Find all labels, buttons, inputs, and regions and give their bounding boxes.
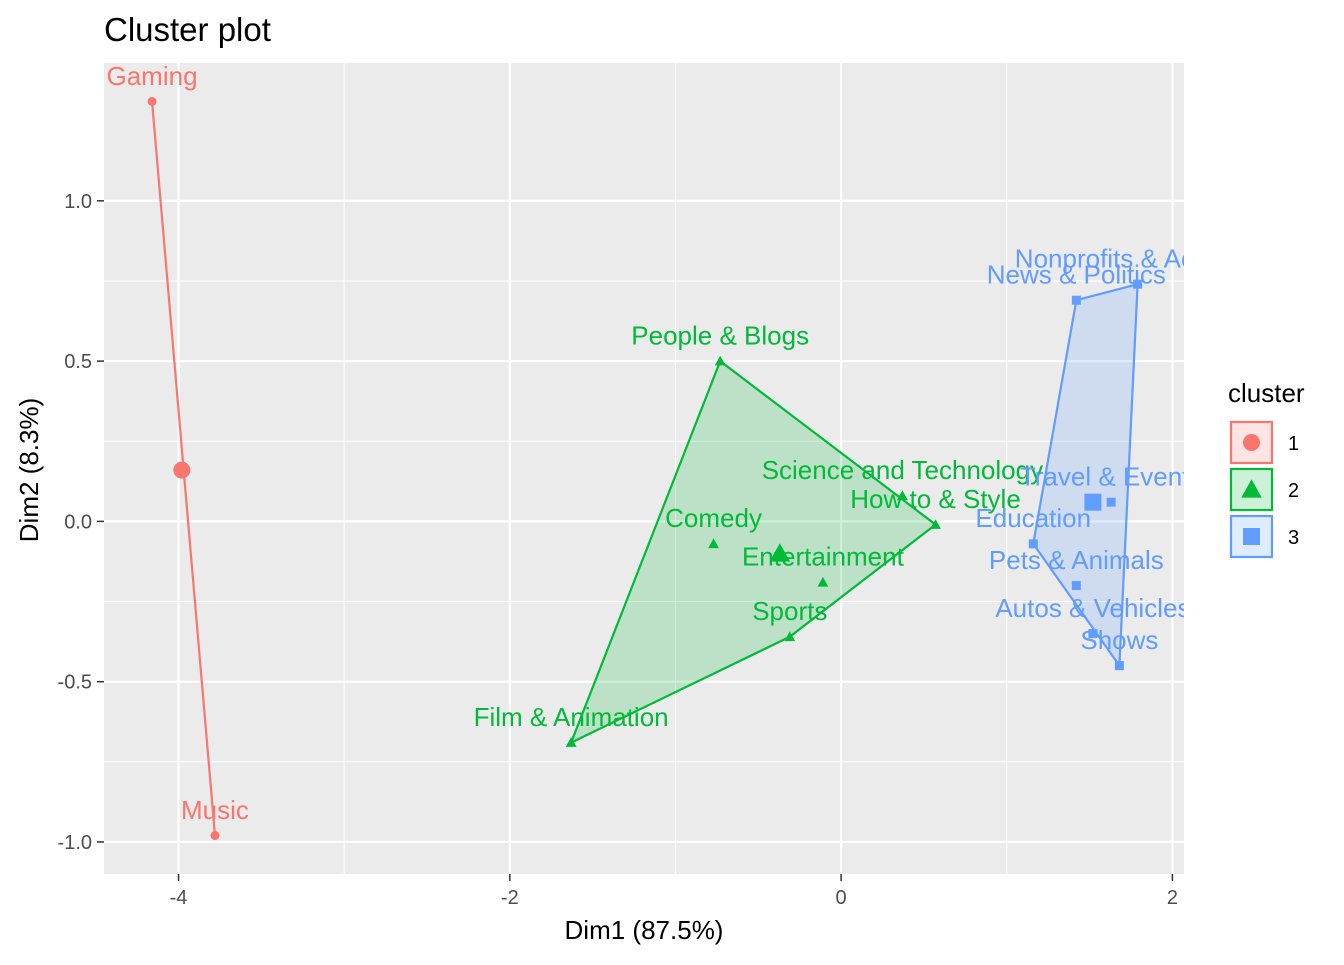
legend-title: cluster xyxy=(1228,378,1305,408)
point-label: Sports xyxy=(752,596,827,626)
cluster-centroid xyxy=(173,461,191,479)
legend-key-2 xyxy=(1229,467,1274,512)
data-point xyxy=(1114,661,1124,671)
data-point xyxy=(1088,629,1098,639)
point-label: Film & Animation xyxy=(474,702,669,732)
data-point xyxy=(1071,295,1081,305)
data-point xyxy=(565,737,577,747)
legend-key-symbol xyxy=(1243,528,1260,545)
point-label: Autos & Vehicles xyxy=(995,593,1190,623)
cluster-1: Gaming Music xyxy=(107,61,249,841)
y-tick-label: 0.0 xyxy=(64,511,92,533)
point-label: People & Blogs xyxy=(631,320,809,350)
data-point xyxy=(784,631,796,642)
point-label: Entertainment xyxy=(742,542,905,572)
y-axis: -1.0 -0.5 0.0 0.5 1.0 xyxy=(58,191,104,854)
data-point xyxy=(1133,279,1143,289)
minor-grid xyxy=(104,63,1184,874)
y-tick-label: -0.5 xyxy=(58,672,92,694)
cluster-2: People & Blogs Science and TechnologyHow … xyxy=(474,320,1043,747)
y-axis-title: Dim2 (8.3%) xyxy=(14,398,44,542)
point-label: Science and Technology xyxy=(762,455,1043,485)
data-point xyxy=(1071,581,1081,591)
legend-label: 3 xyxy=(1288,527,1299,549)
data-point xyxy=(708,538,719,549)
point-label: Nonprofits & Activism xyxy=(1015,244,1261,274)
point-label: Pets & Animals xyxy=(989,545,1164,575)
data-point xyxy=(714,355,726,366)
legend-key-3 xyxy=(1229,514,1274,559)
x-tick-label: 2 xyxy=(1167,887,1178,909)
legend: cluster 1 2 3 xyxy=(1228,378,1305,559)
y-tick-label: 1.0 xyxy=(64,191,92,213)
legend-key-box xyxy=(1229,514,1274,559)
point-label: Gaming xyxy=(107,61,198,91)
x-tick-label: -4 xyxy=(170,887,188,909)
plot-panel xyxy=(104,63,1184,874)
point-label: Shows xyxy=(1080,625,1158,655)
point-label: Travel & Events xyxy=(1020,462,1203,492)
legend-key-1 xyxy=(1229,420,1274,465)
x-tick-label: 0 xyxy=(836,887,847,909)
point-label: How to & Style xyxy=(850,484,1021,514)
x-tick-label: -2 xyxy=(501,887,519,909)
legend-key-symbol xyxy=(1241,479,1262,498)
data-point xyxy=(147,96,157,106)
data-point xyxy=(1028,539,1038,549)
point-label: Music xyxy=(181,795,249,825)
major-grid xyxy=(104,63,1184,874)
clusters-layer: Gaming Music People & Blogs Science and Tec… xyxy=(107,61,1261,841)
y-tick-label: -1.0 xyxy=(58,832,92,854)
cluster-centroid xyxy=(769,543,791,562)
data-point xyxy=(897,490,908,501)
data-point xyxy=(210,831,220,841)
legend-label: 2 xyxy=(1288,480,1299,502)
chart-title: Cluster plot xyxy=(104,11,271,48)
point-label: News & Politics xyxy=(987,260,1166,290)
data-point xyxy=(1106,497,1116,507)
point-label: Comedy xyxy=(665,503,762,533)
legend-key-symbol xyxy=(1243,434,1260,451)
x-axis-title: Dim1 (87.5%) xyxy=(565,915,724,945)
data-point xyxy=(930,519,941,529)
cluster-centroid xyxy=(1084,493,1102,511)
y-tick-label: 0.5 xyxy=(64,351,92,373)
legend-label: 1 xyxy=(1288,433,1299,455)
x-axis: -4 -2 0 2 xyxy=(170,874,1178,909)
data-point xyxy=(817,576,829,587)
point-label: Education xyxy=(975,503,1091,533)
